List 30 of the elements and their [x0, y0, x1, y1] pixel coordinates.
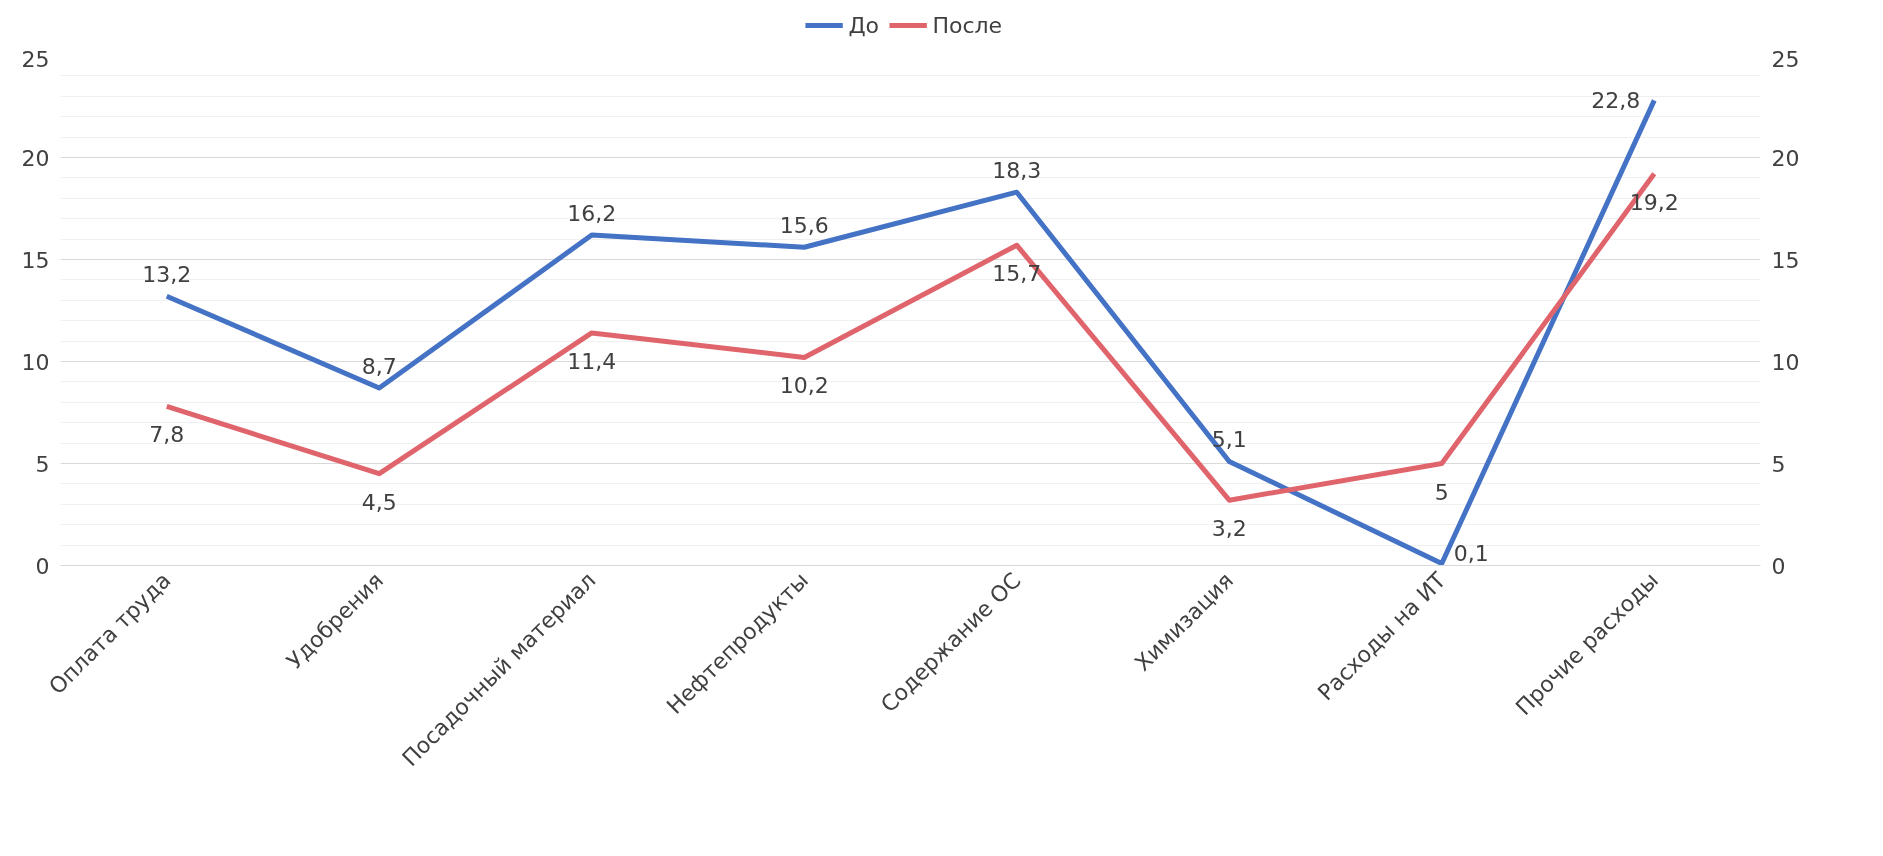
y-tick-label: 15 — [21, 247, 50, 273]
data-label: 15,6 — [779, 213, 829, 239]
data-label: 8,7 — [361, 354, 397, 380]
legend-label: После — [932, 13, 1003, 38]
data-label: 11,4 — [567, 348, 617, 374]
data-label: 18,3 — [992, 158, 1042, 184]
data-label: 5,1 — [1211, 427, 1247, 453]
data-label: 4,5 — [361, 489, 397, 515]
y-tick-label: 5 — [35, 451, 50, 477]
y-tick-label: 20 — [21, 145, 50, 171]
y-tick-label: 10 — [21, 349, 50, 375]
data-label: 7,8 — [149, 422, 185, 448]
data-label: 15,7 — [992, 261, 1042, 287]
data-label: 3,2 — [1211, 516, 1247, 542]
y2-tick-label: 15 — [1771, 247, 1800, 273]
data-label: 13,2 — [142, 262, 192, 288]
data-label: 10,2 — [779, 373, 829, 399]
data-label: 16,2 — [567, 201, 617, 227]
y2-tick-label: 20 — [1771, 145, 1800, 171]
legend-label: До — [848, 13, 880, 38]
y-tick-label: 25 — [21, 46, 50, 72]
y2-tick-label: 5 — [1771, 451, 1786, 477]
y-tick-label: 0 — [35, 553, 50, 579]
data-label: 0,1 — [1453, 541, 1489, 567]
data-label: 19,2 — [1629, 189, 1679, 215]
y2-tick-label: 0 — [1771, 553, 1786, 579]
data-label: 5 — [1434, 479, 1449, 505]
y2-tick-label: 10 — [1771, 349, 1800, 375]
data-label: 22,8 — [1591, 88, 1641, 114]
y2-tick-label: 25 — [1771, 46, 1800, 72]
